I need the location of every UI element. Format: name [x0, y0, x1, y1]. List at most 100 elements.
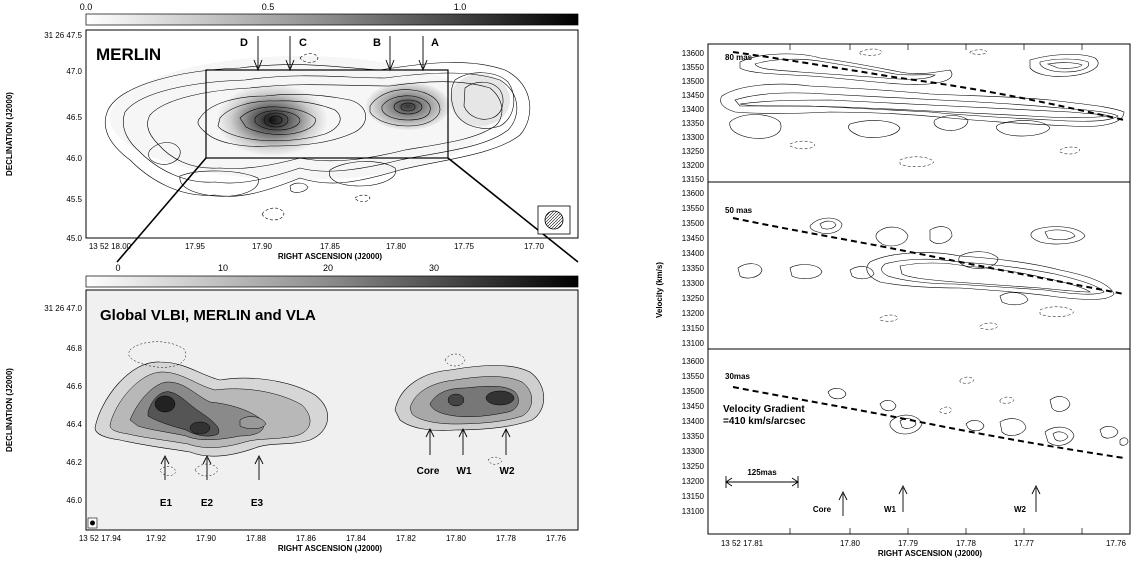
y-tick-label: 13200 — [682, 477, 705, 486]
marker-label-e1: E1 — [160, 498, 173, 509]
x-tick-label: 17.79 — [898, 539, 919, 548]
x-tick-label: 17.95 — [185, 242, 206, 251]
y-tick-label: 13550 — [682, 63, 705, 72]
y-tick-label: 13100 — [682, 507, 705, 516]
zoom-line-left — [116, 157, 207, 263]
beam-ellipse — [544, 210, 564, 230]
x-tick-label: 13 52 18.00 — [89, 242, 132, 251]
x-axis-title-vlbi: RIGHT ASCENSION (J2000) — [278, 544, 383, 553]
radio-emission-west — [394, 353, 544, 465]
y-tick-label: 46.5 — [66, 113, 82, 122]
radio-emission-east — [94, 341, 329, 477]
velocity-gradient-label: Velocity Gradient — [723, 404, 805, 415]
zoom-box — [205, 69, 449, 159]
component-markers-merlin: D C B A — [240, 36, 439, 72]
y-tick-label: 13350 — [682, 264, 705, 273]
x-tick-label: 13 52 17.81 — [721, 539, 764, 548]
x-tick-marks — [789, 44, 1083, 534]
y-axis-pv-mid: 13600 13550 13500 13450 13400 13350 1330… — [682, 189, 705, 348]
y-axis-title-merlin: DECLINATION (J2000) — [5, 92, 14, 176]
y-axis-vlbi: 31 26 47.0 46.8 46.6 46.4 46.2 46.0 DECL… — [5, 304, 83, 505]
y-tick-label: 13600 — [682, 49, 705, 58]
marker-label-e3: E3 — [251, 498, 264, 509]
y-tick-label: 13350 — [682, 432, 705, 441]
y-tick-label: 13300 — [682, 133, 705, 142]
negative-contours-50mas — [879, 306, 1075, 330]
panel-vlbi: 0 10 20 30 Global VLBI, MERLIN and VLA — [5, 263, 579, 553]
y-tick-label: 13300 — [682, 279, 705, 288]
y-tick-label: 31 26 47.0 — [44, 304, 82, 313]
y-tick-label: 13250 — [682, 462, 705, 471]
panel-pv: 80 mas 50 mas 30mas — [655, 43, 1131, 558]
x-tick-label: 17.75 — [454, 242, 475, 251]
x-tick-label: 17.78 — [496, 534, 517, 543]
x-tick-label: 17.88 — [246, 534, 267, 543]
x-tick-label: 17.90 — [196, 534, 217, 543]
colorbar-tick: 30 — [429, 263, 439, 273]
marker-label-a: A — [431, 37, 439, 49]
marker-label-w2: W2 — [500, 466, 515, 477]
y-tick-label: 13400 — [682, 249, 705, 258]
y-tick-label: 13450 — [682, 234, 705, 243]
y-tick-label: 13150 — [682, 175, 705, 184]
marker-label-c: C — [299, 37, 307, 49]
panel-title-vlbi: Global VLBI, MERLIN and VLA — [100, 307, 316, 324]
beam-ellipse-vlbi — [90, 520, 95, 526]
x-axis-title-pv: RIGHT ASCENSION (J2000) — [878, 549, 983, 558]
y-tick-label: 46.8 — [66, 344, 82, 353]
y-tick-label: 13100 — [682, 339, 705, 348]
y-tick-label: 13400 — [682, 105, 705, 114]
y-axis-title-vlbi: DECLINATION (J2000) — [5, 368, 14, 452]
x-axis-pv: 13 52 17.81 17.80 17.79 17.78 17.77 17.7… — [721, 539, 1127, 558]
y-tick-label: 13200 — [682, 161, 705, 170]
scale-bar-label: 125mas — [747, 468, 777, 477]
panel-title-merlin: MERLIN — [96, 45, 161, 64]
x-axis-merlin: 13 52 18.00 17.95 17.90 17.85 17.80 17.7… — [89, 242, 545, 261]
y-axis-pv-top: 13600 13550 13500 13450 13400 13350 1330… — [682, 49, 705, 184]
velocity-gradient-50 — [732, 217, 1125, 295]
y-tick-label: 13500 — [682, 77, 705, 86]
y-tick-label: 13600 — [682, 357, 705, 366]
marker-label-e2: E2 — [201, 498, 214, 509]
marker-label-d: D — [240, 37, 248, 49]
y-axis-title-pv: Velocity (km/s) — [655, 262, 664, 318]
contours-50mas — [737, 217, 1115, 306]
y-tick-label: 45.0 — [66, 234, 82, 243]
y-tick-label: 13250 — [682, 294, 705, 303]
colorbar-vlbi — [85, 275, 579, 288]
y-tick-label: 46.2 — [66, 458, 82, 467]
velocity-gradient-80 — [732, 51, 1125, 121]
velocity-gradient-value: =410 km/s/arcsec — [723, 416, 806, 427]
y-tick-label: 13200 — [682, 309, 705, 318]
y-tick-label: 47.0 — [66, 67, 82, 76]
colorbar-tick: 20 — [323, 263, 333, 273]
marker-label-core: Core — [417, 466, 440, 477]
scale-bar — [725, 476, 799, 488]
subpanel-label-80: 80 mas — [725, 53, 753, 62]
y-tick-label: 13300 — [682, 447, 705, 456]
negative-contours-30mas — [939, 376, 1015, 414]
x-tick-label: 17.78 — [956, 539, 977, 548]
zoom-line-right — [447, 157, 579, 263]
y-tick-label: 31 26 47.5 — [44, 31, 82, 40]
component-markers-pv — [838, 484, 1041, 516]
marker-label-w1: W1 — [457, 466, 472, 477]
marker-label-b: B — [373, 37, 381, 49]
x-tick-label: 17.77 — [1014, 539, 1035, 548]
y-tick-label: 45.5 — [66, 195, 82, 204]
colorbar-tick: 1.0 — [454, 2, 467, 12]
negative-contours-80mas — [789, 48, 1081, 167]
x-tick-label: 17.76 — [546, 534, 567, 543]
colorbar-tick: 0 — [115, 263, 120, 273]
y-tick-label: 13150 — [682, 492, 705, 501]
subpanel-label-30: 30mas — [725, 372, 750, 381]
y-tick-label: 13400 — [682, 417, 705, 426]
panel-merlin: 0.0 0.5 1.0 — [5, 2, 579, 263]
y-tick-label: 13500 — [682, 219, 705, 228]
colorbar-tick: 0.5 — [262, 2, 275, 12]
contours-30mas — [827, 388, 1129, 446]
x-axis-vlbi: 13 52 17.94 17.92 17.90 17.88 17.86 17.8… — [79, 534, 567, 553]
y-axis-pv-bot: 13600 13550 13500 13450 13400 13350 1330… — [682, 357, 705, 516]
y-axis-merlin: 31 26 47.5 47.0 46.5 46.0 45.5 45.0 DECL… — [5, 31, 83, 243]
y-tick-label: 13550 — [682, 204, 705, 213]
